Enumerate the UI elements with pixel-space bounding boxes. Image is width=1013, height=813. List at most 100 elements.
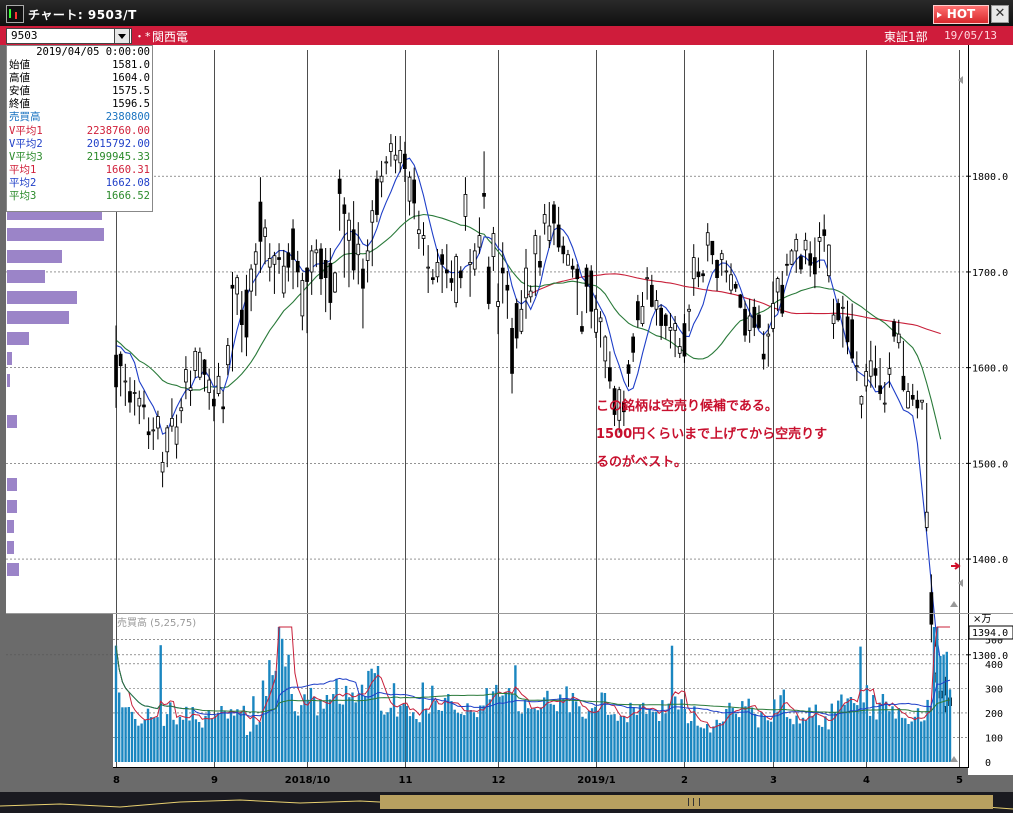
volume-bar: [415, 719, 418, 762]
volume-bar: [472, 712, 476, 762]
volume-bar: [852, 703, 856, 762]
volume-profile-bar: [7, 500, 17, 513]
volume-bar: [373, 673, 376, 762]
candle-body: [128, 391, 132, 403]
volume-profile-bar: [7, 478, 17, 491]
candle-body: [701, 273, 705, 277]
volume-bar: [201, 727, 204, 762]
info-label: 売買高: [9, 111, 41, 124]
navigator-scroll-thumb[interactable]: [380, 795, 993, 809]
candle-body: [589, 270, 594, 312]
candle-body: [132, 392, 137, 394]
candle-body: [160, 461, 165, 473]
chart-canvas[interactable]: 1300.0 1400.0 1500.0 1600.0 1700.0 1800.0 0 100…: [0, 45, 1013, 795]
volume-bar: [811, 715, 814, 762]
candle-body: [207, 379, 211, 393]
symbol-mark: ・*: [134, 30, 151, 43]
candle-body: [603, 336, 608, 362]
volume-bar: [945, 651, 948, 762]
candle-body: [668, 326, 673, 331]
symbol-code-input[interactable]: 9503: [6, 28, 132, 44]
volume-bar: [776, 711, 779, 762]
volume-bar: [897, 708, 901, 762]
play-icon: [937, 12, 942, 18]
volume-bar: [808, 707, 811, 762]
volume-bar: [533, 708, 536, 762]
candle-body: [421, 235, 426, 239]
info-label: V平均1: [9, 124, 43, 137]
candle-body: [608, 367, 612, 382]
candle-body: [123, 380, 128, 383]
info-row: V平均2 2015792.00: [7, 138, 152, 151]
candle-body: [216, 375, 221, 394]
hot-button[interactable]: HOT: [933, 5, 989, 24]
candle-body: [114, 354, 118, 388]
volume-bar: [245, 735, 249, 762]
candle-body: [682, 323, 687, 357]
candle-body: [486, 266, 491, 304]
volume-bar: [456, 712, 460, 762]
volume-bar: [709, 732, 712, 762]
title-bar[interactable]: チャート: 9503/T HOT ✕: [0, 0, 1013, 26]
volume-bar: [447, 694, 450, 762]
candle-body: [561, 245, 566, 255]
candle-body: [468, 261, 473, 265]
candle-body: [519, 308, 524, 332]
symbol-dropdown-button[interactable]: [114, 28, 130, 44]
scroll-grip-icon[interactable]: [688, 798, 700, 806]
volume-resize-arrow-icon[interactable]: [950, 756, 958, 762]
volume-bar: [265, 696, 268, 762]
volume-ma-short-line: [115, 626, 950, 729]
info-row: 高値 1604.0: [7, 72, 152, 85]
volume-bar: [546, 690, 549, 762]
candle-body: [235, 277, 239, 295]
close-button[interactable]: ✕: [991, 5, 1009, 23]
candle-body: [887, 368, 892, 375]
volume-profile-bar: [7, 520, 14, 533]
candle-body: [151, 429, 156, 432]
volume-bar: [188, 720, 191, 762]
volume-bar: [769, 721, 773, 762]
scroll-up-arrow-icon[interactable]: [958, 76, 963, 84]
volume-bar: [322, 708, 325, 762]
volume-bar: [217, 712, 220, 762]
company-name: 関西電: [152, 30, 189, 44]
volume-bar: [587, 710, 591, 762]
candle-body: [906, 391, 910, 409]
volume-bar: [194, 719, 198, 762]
volume-bar: [910, 721, 913, 762]
x-tick-label: 12: [492, 775, 506, 786]
volume-bar: [421, 682, 424, 762]
hot-label: HOT: [946, 7, 976, 21]
volume-bar: [453, 709, 456, 762]
candle-body: [533, 235, 538, 255]
volume-bar: [638, 704, 642, 762]
volume-bar: [600, 692, 603, 762]
volume-tick-label: 0: [985, 758, 991, 769]
volume-bar: [843, 704, 846, 762]
candle-body: [528, 290, 533, 298]
volume-bar: [459, 713, 463, 762]
candle-body: [183, 369, 188, 383]
volume-bar: [603, 693, 607, 762]
volume-bar: [814, 704, 817, 762]
volume-bar: [303, 694, 306, 762]
volume-bar: [204, 715, 207, 762]
candle-body: [118, 353, 123, 367]
volume-bar: [341, 704, 345, 762]
candle-body: [841, 306, 845, 309]
volume-bar: [249, 731, 252, 762]
ma-mid-line: [115, 213, 942, 440]
volume-tick-label: 400: [985, 660, 1003, 671]
volume-bar: [875, 719, 878, 762]
volume-bar: [114, 645, 118, 762]
volume-bar: [252, 696, 255, 762]
volume-bar: [741, 701, 744, 762]
volume-tick-label: 500: [985, 635, 1003, 646]
volume-bar: [817, 725, 821, 762]
volume-bar: [846, 698, 849, 762]
scroll-left-arrow-icon[interactable]: [958, 579, 963, 587]
candle-body: [617, 389, 622, 421]
volume-bar: [590, 708, 594, 762]
panel-resize-arrow-icon[interactable]: [950, 601, 958, 607]
